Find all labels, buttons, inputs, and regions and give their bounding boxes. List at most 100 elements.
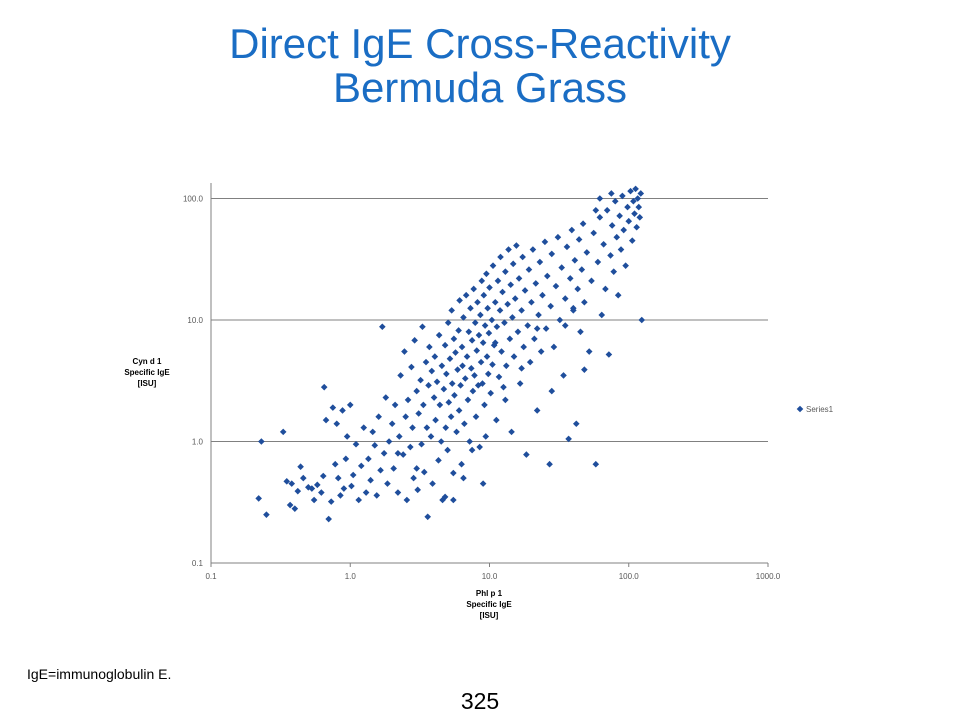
data-point xyxy=(371,442,379,449)
data-point xyxy=(508,428,515,436)
slide-title-line2: Bermuda Grass xyxy=(332,64,628,111)
data-point xyxy=(516,380,524,387)
series-points xyxy=(255,185,646,523)
data-point xyxy=(348,482,355,490)
data-point xyxy=(605,351,613,358)
data-point xyxy=(418,440,425,448)
data-point xyxy=(431,353,439,360)
slide-title-line1: Direct IgE Cross-Reactivity xyxy=(229,20,731,67)
data-point xyxy=(556,316,564,324)
data-point xyxy=(466,438,473,445)
data-point xyxy=(608,190,615,197)
data-point xyxy=(435,457,442,464)
data-point xyxy=(579,220,587,228)
data-point xyxy=(501,319,508,327)
data-point xyxy=(542,325,550,332)
data-point xyxy=(565,435,572,443)
data-point xyxy=(460,314,467,321)
data-point xyxy=(377,466,384,474)
data-point xyxy=(465,328,473,336)
legend-marker xyxy=(796,405,804,413)
data-point xyxy=(437,438,445,445)
data-point xyxy=(305,483,312,491)
data-point xyxy=(433,378,441,386)
data-point xyxy=(263,511,270,518)
data-point xyxy=(574,285,582,293)
data-point xyxy=(583,249,591,256)
data-point xyxy=(539,291,546,299)
data-point xyxy=(592,206,600,214)
data-point xyxy=(334,474,342,482)
data-point xyxy=(448,380,456,387)
x-tick-labels: 0.1 1.0 10.0 100.0 1000.0 xyxy=(205,563,781,581)
data-point xyxy=(497,253,504,261)
data-point xyxy=(419,323,426,331)
data-point xyxy=(463,353,471,360)
data-point xyxy=(333,420,341,428)
data-point xyxy=(450,335,458,343)
y-tick-label: 100.0 xyxy=(183,195,204,204)
data-point xyxy=(415,410,422,417)
page-number: 325 xyxy=(460,688,500,714)
data-point xyxy=(294,487,302,495)
data-point xyxy=(627,187,634,195)
data-point xyxy=(570,304,577,312)
data-point xyxy=(343,433,351,440)
x-tick-label: 0.1 xyxy=(205,572,217,581)
data-point xyxy=(472,413,480,420)
data-point xyxy=(450,469,457,477)
data-point xyxy=(308,485,316,492)
data-point xyxy=(622,262,629,269)
data-point xyxy=(592,460,600,468)
data-point xyxy=(614,291,622,299)
data-point xyxy=(560,372,567,379)
data-point xyxy=(532,280,540,287)
data-point xyxy=(471,319,479,327)
data-point xyxy=(558,264,566,271)
data-point xyxy=(408,363,415,371)
data-point xyxy=(401,348,408,355)
data-point xyxy=(598,311,606,319)
data-point xyxy=(603,206,611,214)
data-point xyxy=(554,233,562,241)
data-point xyxy=(502,362,510,370)
data-point xyxy=(613,233,621,241)
data-point xyxy=(485,329,493,337)
data-point xyxy=(535,311,542,319)
data-point xyxy=(380,449,388,457)
data-point xyxy=(572,420,580,428)
data-point xyxy=(491,339,499,347)
data-point xyxy=(457,382,464,389)
data-point xyxy=(600,240,607,248)
data-point xyxy=(388,420,396,428)
data-point xyxy=(519,253,526,261)
data-point xyxy=(342,455,350,463)
data-point xyxy=(425,382,432,389)
data-point xyxy=(506,335,514,343)
y-tick-label: 0.1 xyxy=(192,559,204,568)
data-point xyxy=(475,331,483,339)
data-point xyxy=(478,277,486,285)
data-point xyxy=(297,463,304,471)
data-point xyxy=(493,323,501,331)
data-point xyxy=(602,285,609,293)
data-point xyxy=(550,343,558,351)
data-point xyxy=(607,252,614,259)
data-point xyxy=(634,195,642,202)
data-point xyxy=(477,311,484,319)
data-point xyxy=(520,343,527,351)
data-point xyxy=(461,375,469,382)
data-point xyxy=(636,214,644,221)
data-point xyxy=(619,192,626,200)
data-point xyxy=(340,485,348,492)
data-point xyxy=(491,298,499,306)
data-point xyxy=(459,362,466,370)
data-point xyxy=(394,489,402,496)
data-point xyxy=(496,307,504,314)
y-axis-label-line: [ISU] xyxy=(138,379,157,388)
data-point xyxy=(590,229,597,237)
data-point xyxy=(458,460,465,468)
data-point xyxy=(481,401,488,409)
data-point xyxy=(493,416,500,424)
